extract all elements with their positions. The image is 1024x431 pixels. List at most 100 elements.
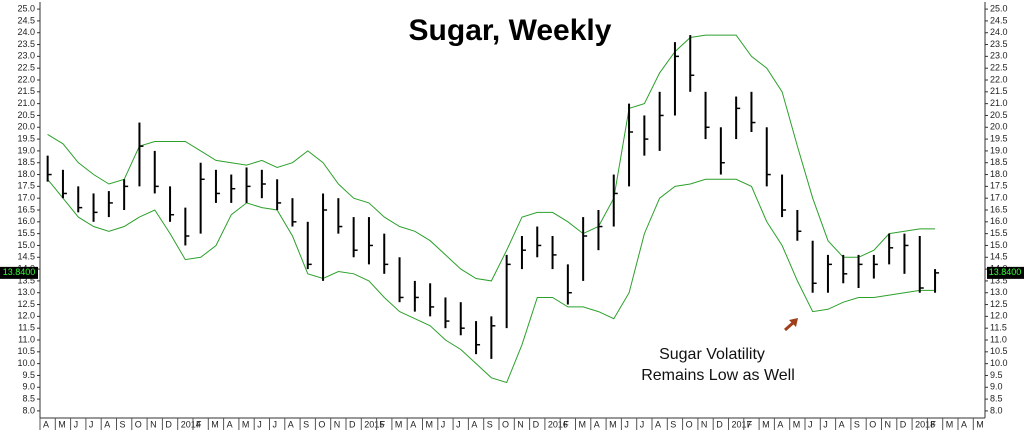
y-tick-label: 13.5 [990, 275, 1008, 285]
y-tick-label: 9.5 [22, 370, 35, 380]
y-tick-label: 13.0 [990, 287, 1008, 297]
x-tick-label: M [395, 419, 403, 429]
price-label: 13.8400 [3, 267, 36, 277]
x-tick-label: D [165, 419, 172, 429]
x-tick-label: M [579, 419, 587, 429]
y-tick-label: 20.0 [17, 122, 35, 132]
y-tick-label: 20.5 [990, 110, 1008, 120]
x-tick-label: 2015 [364, 419, 384, 429]
x-tick-label: 2014 [181, 419, 201, 429]
y-tick-label: 21.5 [990, 86, 1008, 96]
y-tick-label: 9.0 [22, 382, 35, 392]
y-tick-label: 23.0 [17, 51, 35, 61]
y-tick-label: 10.0 [17, 358, 35, 368]
y-tick-label: 8.5 [22, 393, 35, 403]
x-tick-label: O [869, 419, 876, 429]
y-tick-label: 11.5 [18, 323, 35, 333]
chart-title: Sugar, Weekly [409, 14, 612, 47]
y-tick-label: 19.0 [990, 145, 1008, 155]
x-tick-label: D [533, 419, 540, 429]
y-tick-label: 20.0 [990, 122, 1008, 132]
x-tick-label: S [670, 419, 676, 429]
y-tick-label: 22.5 [990, 63, 1008, 73]
x-tick-label: M [242, 419, 250, 429]
x-tick-label: D [349, 419, 356, 429]
x-tick-label: N [885, 419, 892, 429]
y-tick-label: 14.5 [17, 252, 35, 262]
x-tick-label: N [150, 419, 157, 429]
x-tick-label: A [288, 419, 294, 429]
x-tick-label: N [334, 419, 341, 429]
x-tick-label: A [594, 419, 600, 429]
x-tick-label: N [701, 419, 708, 429]
price-box [0, 266, 38, 279]
annotation: Sugar Volatility [659, 346, 765, 363]
x-tick-label: J [257, 419, 262, 429]
x-tick-label: D [716, 419, 723, 429]
x-tick-label: S [487, 419, 493, 429]
y-tick-label: 15.5 [17, 228, 35, 238]
x-tick-label: F [380, 419, 386, 429]
y-tick-label: 19.0 [17, 145, 35, 155]
band-line [47, 34, 936, 282]
x-tick-label: S [303, 419, 309, 429]
x-tick-label: A [104, 419, 110, 429]
y-tick-label: 24.0 [990, 27, 1008, 37]
x-tick-label: J [823, 419, 828, 429]
x-tick-label: M [58, 419, 66, 429]
x-tick-label: F [563, 419, 569, 429]
annotation: Remains Low as Well [641, 367, 795, 384]
x-tick-label: D [900, 419, 907, 429]
price-box [987, 266, 1024, 279]
x-tick-label: O [502, 419, 509, 429]
x-tick-label: A [777, 419, 783, 429]
y-tick-label: 16.0 [990, 216, 1008, 226]
x-tick-label: A [410, 419, 416, 429]
x-tick-label: S [854, 419, 860, 429]
x-tick-label: A [961, 419, 967, 429]
x-tick-label: O [318, 419, 325, 429]
y-tick-label: 10.5 [17, 346, 35, 356]
x-tick-label: A [839, 419, 845, 429]
y-tick-label: 16.5 [17, 204, 35, 214]
x-tick-label: M [976, 419, 984, 429]
y-tick-label: 20.5 [17, 110, 35, 120]
y-tick-label: 22.5 [17, 63, 35, 73]
y-tick-label: 18.0 [17, 169, 35, 179]
x-tick-label: S [120, 419, 126, 429]
x-tick-label: 2017 [732, 419, 752, 429]
y-tick-label: 14.5 [990, 252, 1008, 262]
x-tick-label: J [640, 419, 645, 429]
x-tick-label: A [655, 419, 661, 429]
y-tick-label: 11.0 [18, 334, 35, 344]
y-tick-label: 16.0 [17, 216, 35, 226]
y-tick-label: 12.0 [17, 311, 35, 321]
x-tick-label: J [273, 419, 278, 429]
x-tick-label: J [624, 419, 629, 429]
y-tick-label: 17.5 [17, 181, 35, 191]
y-tick-label: 15.0 [17, 240, 35, 250]
x-tick-label: M [946, 419, 954, 429]
y-tick-label: 17.0 [990, 193, 1008, 203]
y-tick-label: 21.0 [990, 98, 1008, 108]
x-tick-label: J [456, 419, 461, 429]
x-tick-label: F [747, 419, 753, 429]
y-tick-label: 22.0 [990, 74, 1008, 84]
y-tick-label: 18.0 [990, 169, 1008, 179]
x-tick-label: F [930, 419, 936, 429]
y-tick-label: 12.5 [990, 299, 1008, 309]
y-tick-label: 13.5 [17, 275, 35, 285]
y-tick-label: 21.0 [17, 98, 35, 108]
x-tick-label: M [426, 419, 434, 429]
y-tick-label: 23.0 [990, 51, 1008, 61]
y-tick-label: 10.0 [990, 358, 1008, 368]
y-tick-label: 25.0 [17, 3, 35, 13]
y-tick-label: 15.0 [990, 240, 1008, 250]
y-tick-label: 8.0 [990, 405, 1003, 415]
y-tick-label: 19.5 [17, 133, 35, 143]
y-tick-label: 24.5 [990, 15, 1008, 25]
x-tick-label: M [793, 419, 801, 429]
x-tick-label: M [211, 419, 219, 429]
y-tick-label: 12.5 [17, 299, 35, 309]
